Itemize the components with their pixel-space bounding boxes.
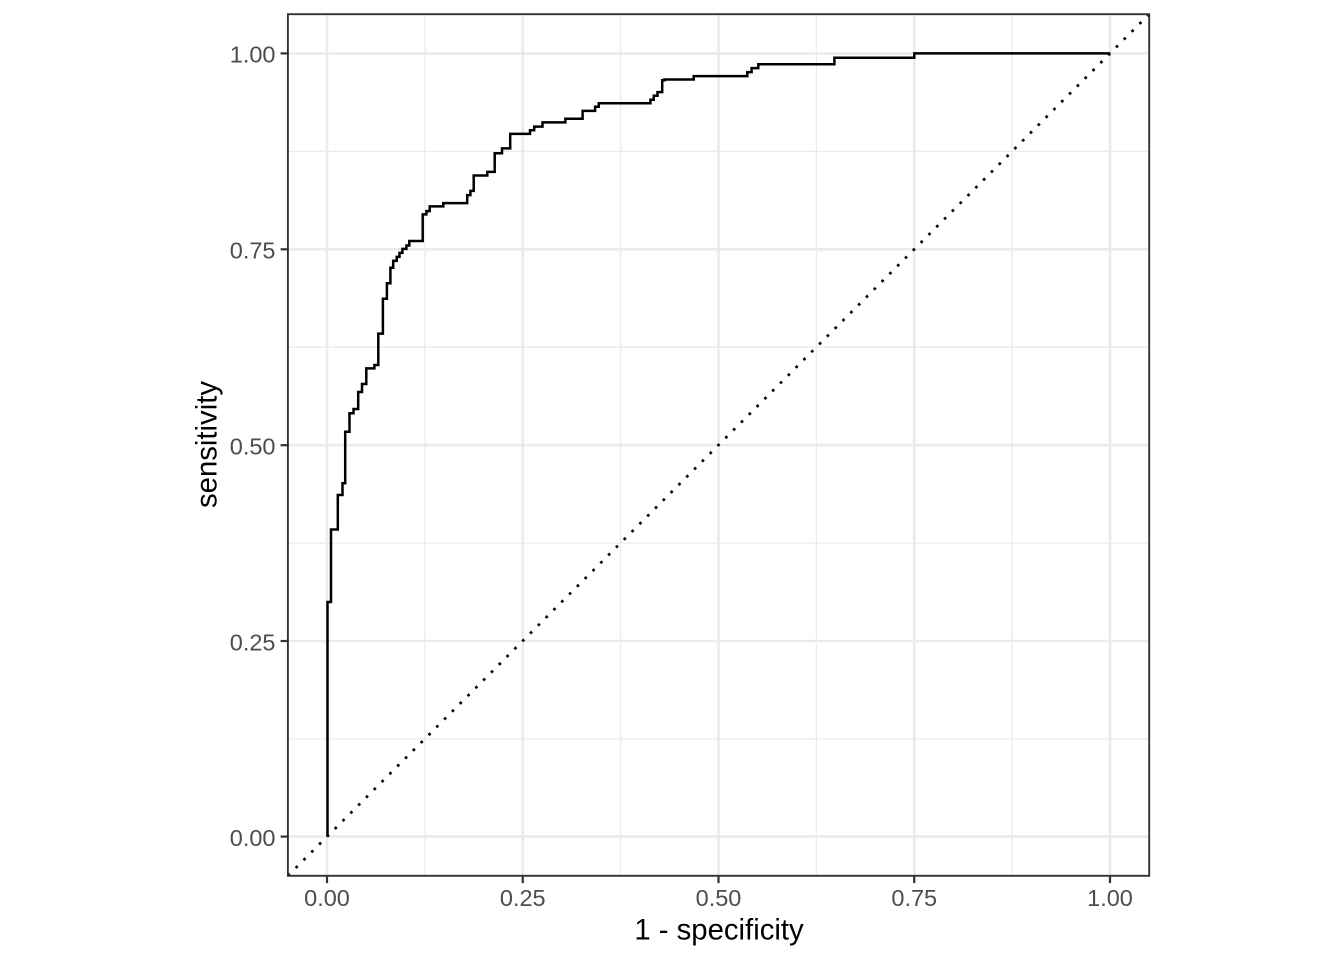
svg-text:0.25: 0.25 [500,885,546,911]
svg-text:0.75: 0.75 [230,238,276,264]
svg-text:0.25: 0.25 [230,629,276,655]
svg-text:1 - specificity: 1 - specificity [634,914,804,947]
svg-text:0.00: 0.00 [230,825,276,851]
svg-text:0.75: 0.75 [891,885,937,911]
svg-text:sensitivity: sensitivity [190,381,223,508]
svg-text:0.50: 0.50 [696,885,742,911]
svg-text:0.00: 0.00 [304,885,350,911]
svg-text:0.50: 0.50 [230,434,276,460]
svg-text:1.00: 1.00 [1087,885,1133,911]
svg-text:1.00: 1.00 [230,42,276,68]
